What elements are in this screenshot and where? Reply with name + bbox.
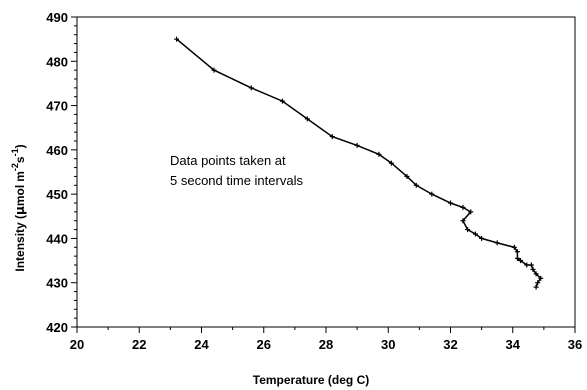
y-tick-label: 420 bbox=[46, 320, 68, 335]
y-tick-label: 440 bbox=[46, 231, 68, 246]
y-tick-label: 490 bbox=[46, 10, 68, 25]
y-tick-label: 460 bbox=[46, 143, 68, 158]
x-tick-label: 28 bbox=[319, 337, 333, 352]
y-tick-labels: 420 430 440 450 460 470 480 490 bbox=[46, 10, 68, 335]
x-tick-label: 32 bbox=[443, 337, 457, 352]
y-tick-label: 430 bbox=[46, 276, 68, 291]
y-axis-title: Intensity (µmolm-2s-1) bbox=[10, 144, 27, 271]
x-tick-labels: 20 22 24 26 28 30 32 34 36 bbox=[70, 337, 582, 352]
annotation-line-1: Data points taken at bbox=[170, 153, 286, 168]
y-tick-label: 470 bbox=[46, 99, 68, 114]
x-tick-label: 20 bbox=[70, 337, 84, 352]
x-tick-label: 22 bbox=[132, 337, 146, 352]
annotation-line-2: 5 second time intervals bbox=[170, 173, 303, 188]
x-tick-label: 26 bbox=[257, 337, 271, 352]
x-axis-title: Temperature (deg C) bbox=[253, 373, 369, 387]
x-tick-label: 36 bbox=[568, 337, 582, 352]
x-tick-label: 34 bbox=[506, 337, 521, 352]
y-tick-label: 480 bbox=[46, 54, 68, 69]
x-tick-label: 24 bbox=[194, 337, 209, 352]
y-tick-label: 450 bbox=[46, 187, 68, 202]
series-line bbox=[174, 36, 544, 290]
axes bbox=[71, 16, 576, 333]
plot-frame bbox=[76, 16, 576, 328]
x-tick-label: 30 bbox=[381, 337, 395, 352]
